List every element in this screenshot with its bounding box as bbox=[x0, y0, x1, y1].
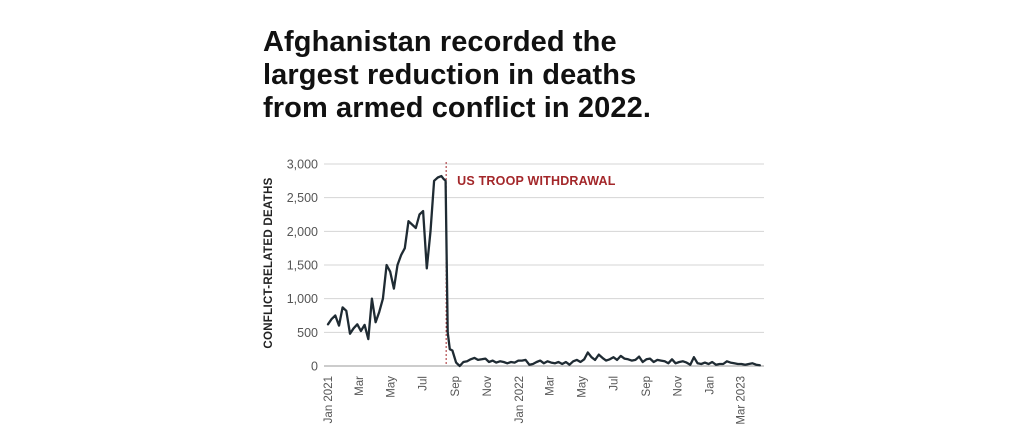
x-tick-label: Jan 2022 bbox=[514, 376, 526, 423]
y-tick-label: 500 bbox=[297, 326, 318, 340]
x-tick-label: Sep bbox=[641, 376, 653, 396]
chart-title: Afghanistan recorded the largest reducti… bbox=[263, 26, 783, 125]
x-tick-label: May bbox=[577, 376, 589, 398]
y-tick-label: 1,000 bbox=[287, 292, 318, 306]
x-tick-label: Nov bbox=[482, 376, 494, 397]
y-tick-label: 2,500 bbox=[287, 191, 318, 205]
x-tick-label: Sep bbox=[450, 376, 462, 396]
y-tick-label: 2,000 bbox=[287, 225, 318, 239]
y-axis-label: CONFLICT-RELATED DEATHS bbox=[263, 177, 275, 348]
x-tick-label: Mar 2023 bbox=[735, 376, 747, 425]
y-tick-label: 0 bbox=[311, 360, 318, 374]
x-tick-label: Jul bbox=[608, 376, 620, 391]
series-line bbox=[326, 174, 761, 368]
y-tick-label: 3,000 bbox=[287, 158, 318, 172]
x-tick-label: Jan 2021 bbox=[323, 376, 335, 423]
title-line: Afghanistan recorded the bbox=[263, 26, 617, 58]
x-tick-label: Nov bbox=[673, 376, 685, 397]
x-tick-label: Jul bbox=[418, 376, 430, 391]
series bbox=[326, 174, 761, 368]
x-tick-label: Mar bbox=[354, 376, 366, 396]
gridlines bbox=[324, 163, 764, 367]
x-axis-ticks: Jan 2021 Mar May Jul Sep Nov Jan 2022 Mar May Jul… bbox=[323, 376, 747, 425]
title-line: largest reduction in deaths bbox=[263, 59, 637, 91]
annotation: US TROOP WITHDRAWAL bbox=[445, 162, 616, 366]
x-tick-label: May bbox=[386, 376, 398, 398]
y-axis-ticks: 0 500 1,000 1,500 2,000 2,500 3,000 bbox=[287, 158, 318, 374]
y-tick-label: 1,500 bbox=[287, 259, 318, 273]
x-tick-label: Mar bbox=[545, 376, 557, 396]
x-tick-label: Jan bbox=[705, 376, 717, 395]
annotation-label: US TROOP WITHDRAWAL bbox=[457, 174, 616, 188]
title-line: from armed conflict in 2022. bbox=[263, 92, 651, 124]
